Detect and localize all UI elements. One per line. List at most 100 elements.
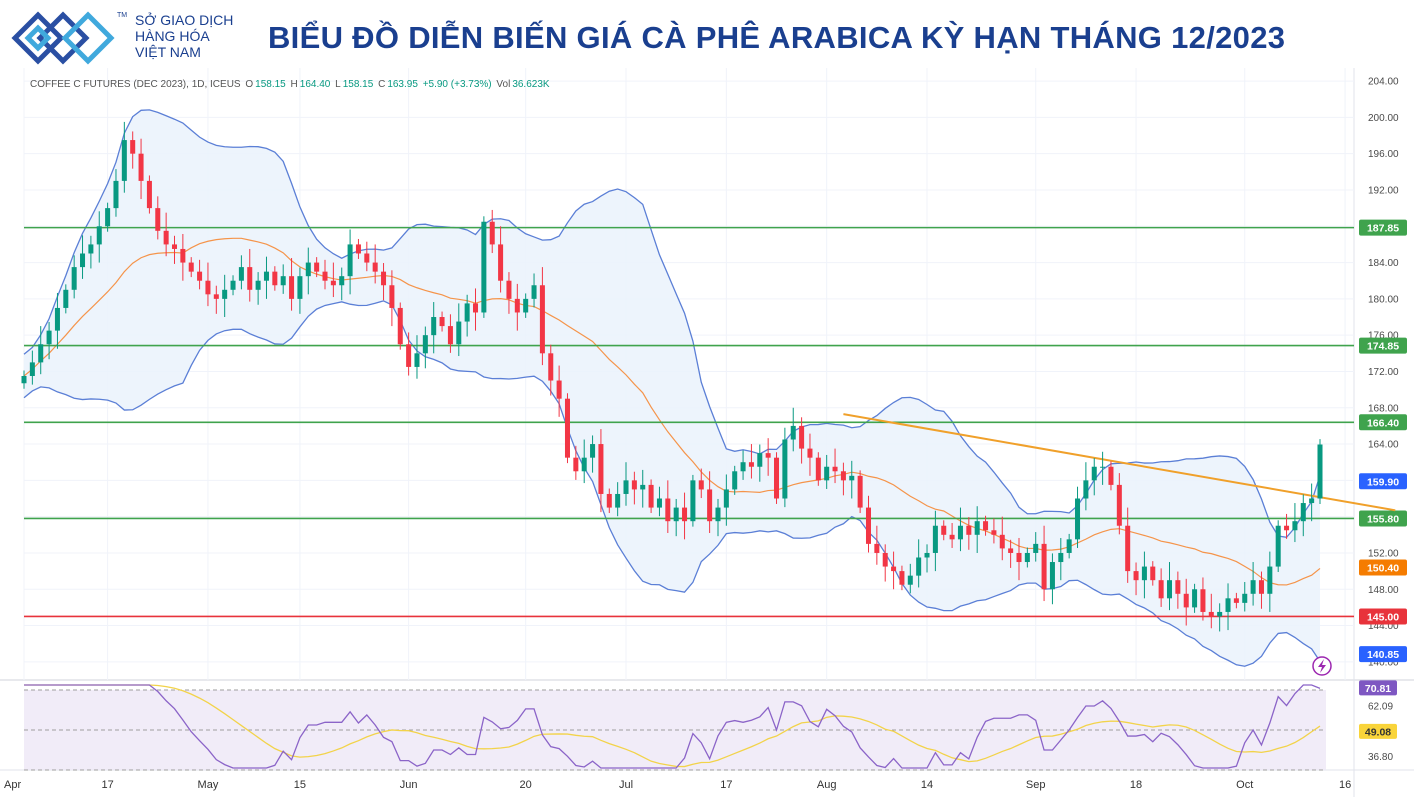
candle-body [757,453,763,467]
candle-body [665,498,671,522]
rsi-tick-label: 62.09 [1368,701,1393,712]
candle-body [105,208,111,227]
candle-body [573,457,579,472]
level-badge-text: 174.85 [1367,341,1399,353]
x-tick-label: Apr [4,779,21,791]
candle-body [63,289,69,308]
price-badge-140.85 [1359,646,1407,663]
candle-body [774,457,780,499]
candle-body [330,280,336,286]
candle-body [1258,580,1264,594]
high-label: H [290,79,298,90]
candle-body [130,140,136,154]
candle-body [957,525,963,540]
candle-body [690,480,696,522]
candle-body [916,557,922,576]
level-badge-text: 155.80 [1367,513,1399,525]
candle-body [1166,580,1173,599]
candle-body [305,262,311,277]
candle-body [815,457,821,481]
price-badge-159.90 [1359,473,1407,490]
price-badge-text: 159.90 [1367,476,1399,488]
candle-body [1125,525,1131,572]
x-tick-label: Sep [1026,779,1046,791]
candle-body [364,253,370,263]
x-tick-label: Oct [1236,779,1253,791]
logo-icon [11,11,115,65]
candle-body [1292,521,1298,531]
candle-body [1250,580,1256,594]
candle-body [999,534,1005,549]
candle-body [824,466,830,481]
x-tick-label: Aug [817,779,837,791]
candle-body [1200,589,1206,612]
candle-body [113,180,119,209]
y-tick-label: 144.00 [1368,621,1399,632]
candle-body [289,276,295,299]
candle-body [991,530,997,535]
candle-body [1284,525,1290,531]
candle-body [581,457,587,472]
candle-body [707,489,713,522]
candle-body [96,226,102,245]
candle-body [732,471,738,490]
bollinger-band-fill [24,109,1320,667]
candle-body [615,493,621,508]
candle-body [205,280,211,295]
symbol-label: COFFEE C FUTURES (DEC 2023), 1D, ICEUS [30,79,241,90]
candle-body [1150,566,1156,581]
candle-body [1242,593,1248,603]
candle-body [1267,566,1273,594]
close-label: C [378,79,386,90]
candle-body [489,221,495,245]
candle-body [715,507,721,522]
rsi-ma-badge [1359,723,1397,739]
candle-body [882,552,888,567]
x-tick-label: 18 [1130,779,1142,791]
candle-body [163,230,169,245]
bollinger-upper [23,109,1321,539]
x-tick-label: Jun [400,779,418,791]
y-tick-label: 140.00 [1368,657,1399,668]
candle-body [865,507,871,544]
candle-body [723,489,729,508]
candle-body [1058,552,1064,563]
x-tick-label: 14 [921,779,933,791]
candle-body [673,507,679,522]
candle-body [121,140,127,181]
logo-text: SỞ GIAO DỊCH HÀNG HÓA VIỆT NAM [135,12,233,60]
level-badge-text: 166.40 [1367,417,1399,429]
candle-body [983,521,989,531]
candle-body [1309,498,1315,504]
candle-body [1091,466,1097,481]
y-tick-label: 192.00 [1368,185,1399,196]
rsi-tick-label: 36.80 [1368,752,1393,763]
level-badge-text: 187.85 [1367,223,1399,235]
candle-body [1300,503,1306,522]
rsi-line [24,684,1321,769]
candle-body [765,453,771,458]
candle-body [498,244,504,281]
candle-body [799,425,805,449]
y-tick-label: 176.00 [1368,331,1399,342]
y-tick-label: 168.00 [1368,403,1399,414]
candle-body [949,534,955,540]
candle-body [631,480,637,490]
resistance-trendline [843,413,1396,512]
candle-body [155,208,161,231]
candle-body [974,521,980,535]
candle-body [966,525,972,535]
x-tick-label: 17 [101,779,113,791]
candle-body [564,398,570,458]
bollinger-lower [23,300,1321,667]
candle-body [314,262,320,272]
candle-body [372,262,378,272]
candle-body [1217,611,1223,617]
candle-body [590,444,596,458]
candle-body [431,317,437,336]
candle-body [389,285,395,308]
candle-body [1317,444,1323,499]
candle-body [506,280,512,299]
y-tick-label: 172.00 [1368,367,1399,378]
